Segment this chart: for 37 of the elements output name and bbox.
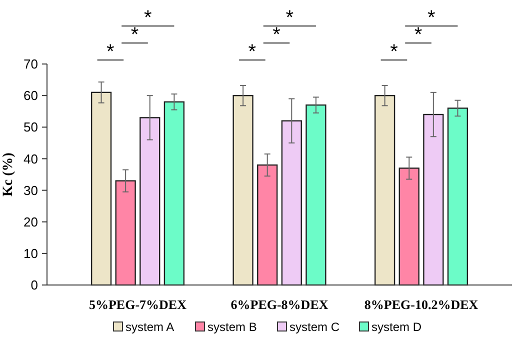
text: *: [390, 41, 398, 63]
text: *: [106, 41, 115, 63]
legend-label: system C: [290, 320, 340, 334]
bar: [164, 101, 185, 286]
y-tick-label: 10: [24, 246, 38, 261]
y-tick-label: 70: [24, 56, 38, 72]
y-tick-label: 0: [30, 278, 38, 293]
bar: [115, 180, 136, 286]
bar: [281, 120, 302, 286]
bar: [447, 108, 468, 286]
x-tick-label: 6%PEG-8%DEX: [230, 297, 329, 312]
text: *: [144, 7, 152, 29]
text: *: [272, 24, 281, 46]
bar: [374, 94, 396, 286]
bar: [306, 104, 326, 286]
bar: [232, 94, 254, 286]
y-tick-label: 60: [24, 88, 38, 104]
y-axis-title: Kc (%): [1, 152, 16, 196]
text: *: [286, 7, 294, 29]
x-tick-label: 8%PEG-10.2%DEX: [364, 297, 479, 312]
y-tick-label: 20: [24, 214, 38, 230]
text: *: [414, 24, 422, 46]
legend-label: system A: [126, 320, 174, 334]
text: *: [130, 24, 139, 46]
y-tick-label: 40: [24, 151, 38, 166]
legend-label: system B: [208, 320, 257, 334]
text: *: [248, 41, 256, 63]
bar: [257, 164, 278, 286]
y-tick-label: 30: [24, 182, 38, 198]
bar: [90, 92, 112, 286]
legend-label: system D: [372, 320, 422, 334]
bar: [423, 114, 444, 286]
y-tick-label: 50: [24, 120, 38, 135]
text: *: [428, 7, 436, 29]
bar: [140, 117, 160, 286]
x-tick-label: 5%PEG-7%DEX: [88, 297, 188, 312]
bar: [398, 168, 420, 286]
